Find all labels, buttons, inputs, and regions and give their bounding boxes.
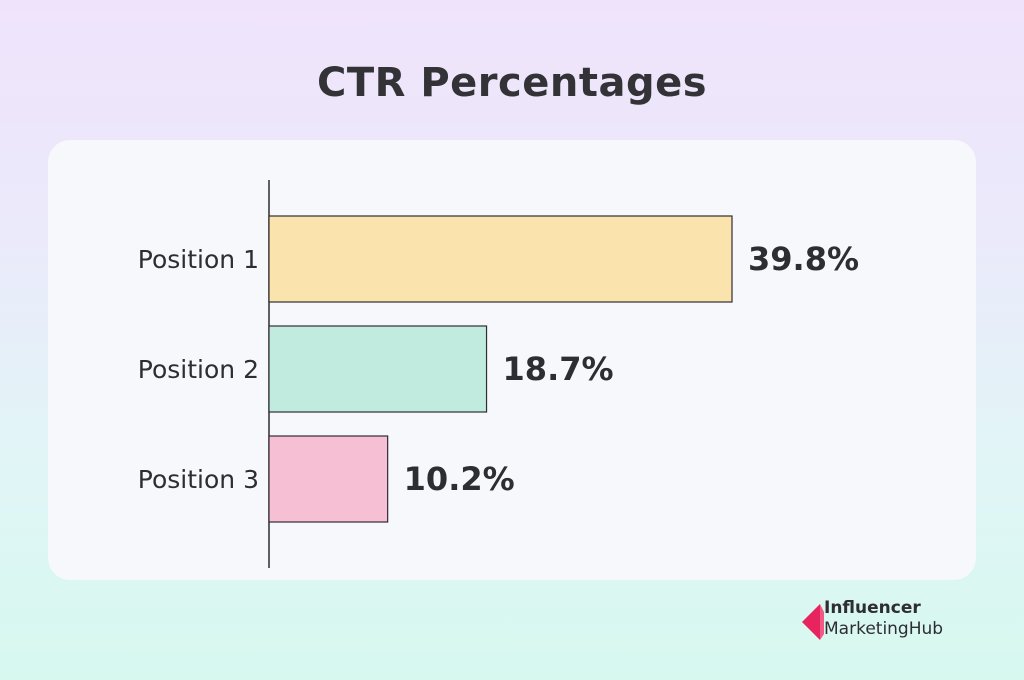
bar-3: [268, 435, 389, 523]
brand-logo: Influencer MarketingHub: [802, 598, 992, 644]
brand-name-hub: Hub: [908, 619, 944, 639]
category-label-2: Position 2: [138, 355, 259, 384]
ctr-bar-chart: Position 1 39.8% Position 2 18.7% Position 3…: [138, 180, 859, 568]
brand-name-marketing: Marketing: [824, 619, 909, 639]
value-label-2: 18.7%: [503, 350, 614, 388]
bar-1: [268, 215, 733, 303]
page-title: CTR Percentages: [316, 60, 708, 106]
bars-layer: Position 1 39.8% Position 2 18.7% Position 3…: [138, 215, 859, 523]
influencer-marketing-hub-logo-icon: [802, 604, 824, 640]
brand-name-line1: Influencer: [824, 598, 921, 618]
chart-card: Position 1 39.8% Position 2 18.7% Position 3…: [48, 140, 976, 580]
value-label-1: 39.8%: [748, 240, 859, 278]
category-label-3: Position 3: [138, 465, 259, 494]
bar-2: [268, 325, 488, 413]
value-label-3: 10.2%: [404, 460, 515, 498]
brand-name-line2: MarketingHub: [824, 619, 943, 639]
category-label-1: Position 1: [138, 245, 259, 274]
